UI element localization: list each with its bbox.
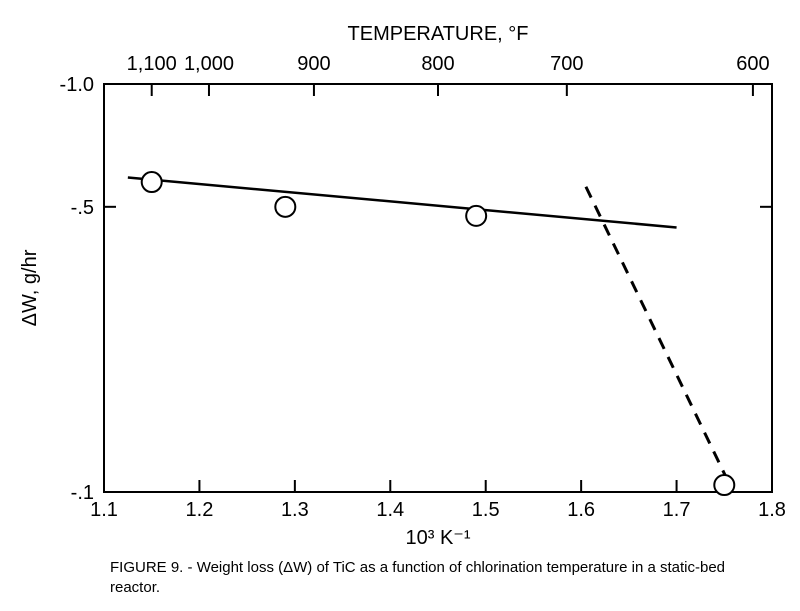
chart: 1.1 1.2 1.3 1.4 1.5 1.6 1.7 1.8 10³ K⁻¹ 1,100 1,00… — [0, 0, 800, 555]
svg-text:-1.0: -1.0 — [60, 74, 94, 96]
svg-text:ΔW, g/hr: ΔW, g/hr — [19, 249, 41, 326]
svg-text:700: 700 — [550, 53, 583, 75]
figure-caption-text: Weight loss (ΔW) of TiC as a function of… — [110, 559, 725, 596]
svg-text:900: 900 — [297, 53, 330, 75]
svg-text:600: 600 — [736, 53, 769, 75]
figure-page: 1.1 1.2 1.3 1.4 1.5 1.6 1.7 1.8 10³ K⁻¹ 1,100 1,00… — [0, 0, 800, 611]
svg-text:-.5: -.5 — [71, 197, 94, 219]
svg-text:1.7: 1.7 — [663, 499, 691, 521]
svg-text:1.1: 1.1 — [90, 499, 118, 521]
svg-text:1.4: 1.4 — [376, 499, 404, 521]
svg-text:1.2: 1.2 — [186, 499, 214, 521]
svg-text:1.3: 1.3 — [281, 499, 309, 521]
svg-text:10³ K⁻¹: 10³ K⁻¹ — [405, 527, 470, 549]
svg-text:1.8: 1.8 — [758, 499, 786, 521]
svg-text:-.1: -.1 — [71, 482, 94, 504]
svg-text:1,100: 1,100 — [127, 53, 177, 75]
svg-text:TEMPERATURE, °F: TEMPERATURE, °F — [348, 23, 529, 45]
svg-text:1.6: 1.6 — [567, 499, 595, 521]
svg-text:1.5: 1.5 — [472, 499, 500, 521]
figure-label: FIGURE 9. - — [110, 559, 193, 576]
svg-text:800: 800 — [421, 53, 454, 75]
svg-text:1,000: 1,000 — [184, 53, 234, 75]
figure-caption: FIGURE 9. - Weight loss (ΔW) of TiC as a… — [110, 558, 740, 599]
